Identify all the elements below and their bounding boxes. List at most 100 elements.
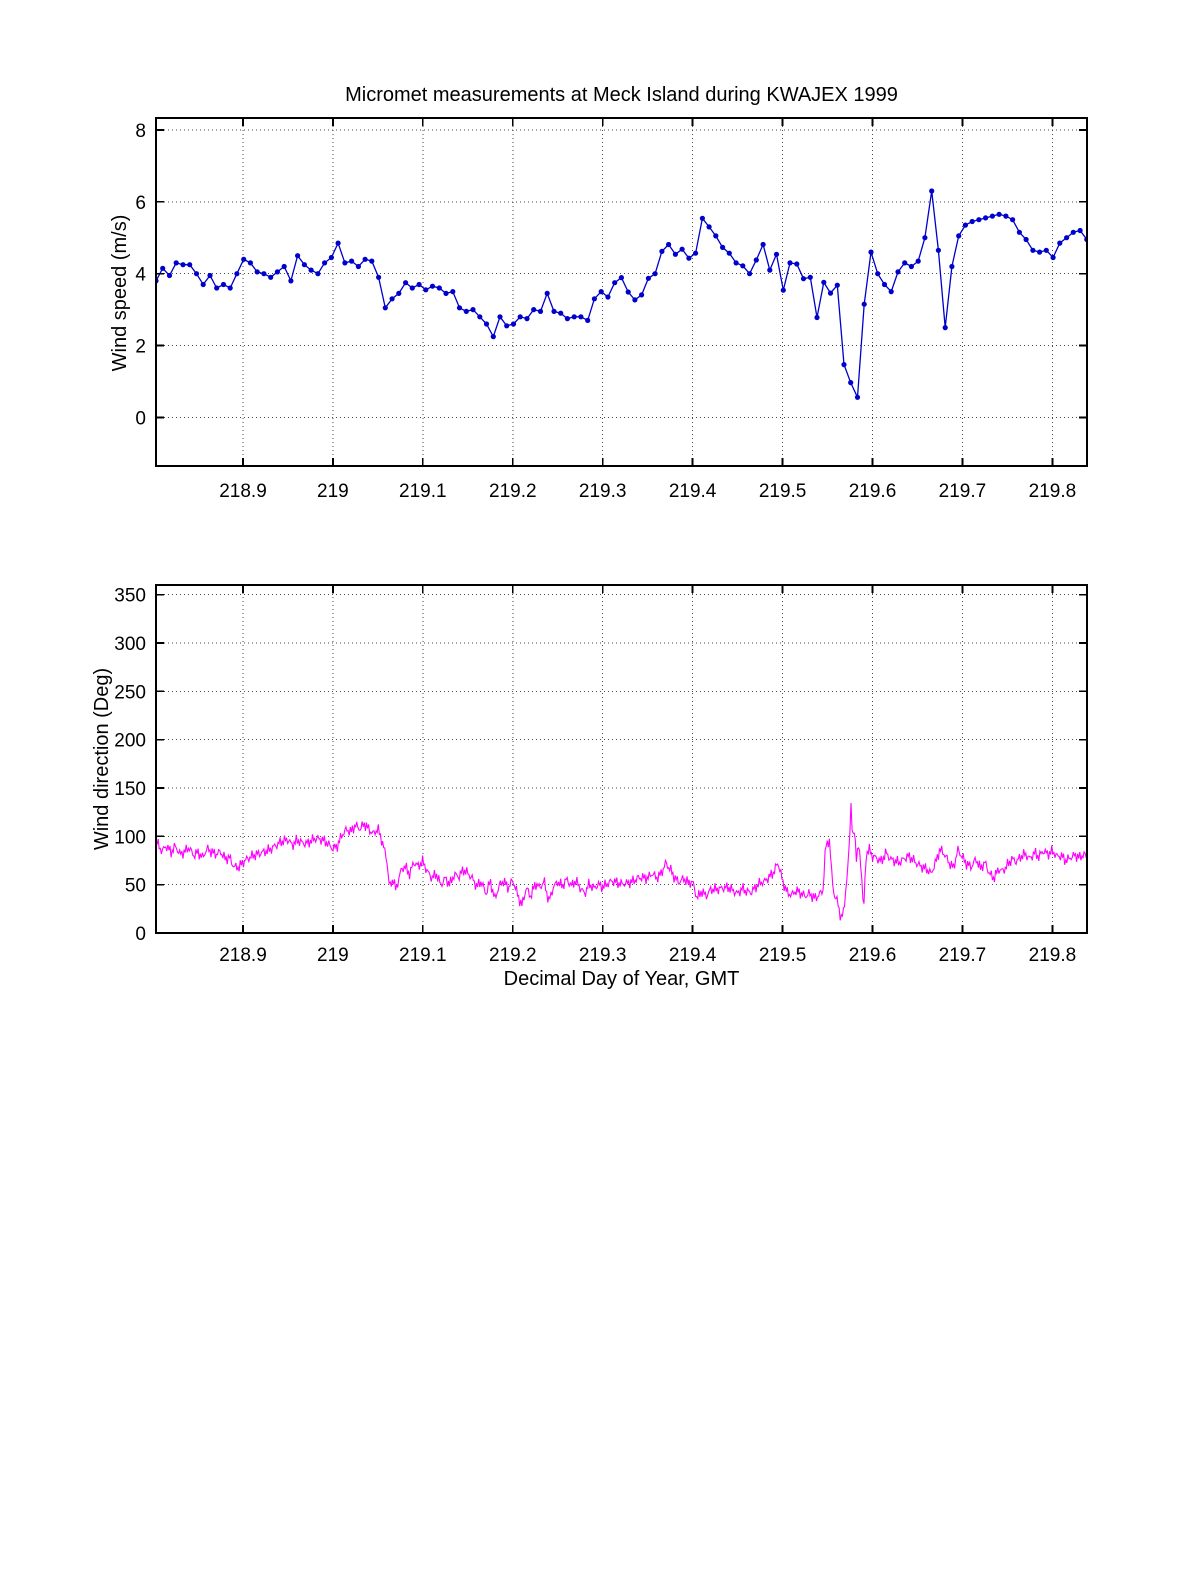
subplot-wind-direction: 218.9 219 219.1 219.2 219.3 219.4 219.5 219.6 21… [114, 584, 1088, 966]
data-point [1030, 247, 1036, 253]
data-point [187, 262, 193, 268]
data-point [591, 296, 598, 302]
data-point [443, 290, 449, 296]
data-point [625, 289, 631, 295]
data-point [713, 233, 719, 239]
data-point [1023, 236, 1029, 243]
data-point [800, 276, 807, 282]
x-tick-label: 219.5 [759, 481, 807, 502]
data-point [423, 287, 429, 293]
data-point [942, 325, 948, 331]
data-point [463, 308, 469, 314]
data-point [659, 248, 665, 254]
data-point [686, 255, 692, 261]
x-tick-label: 219.3 [579, 945, 627, 966]
data-point [268, 274, 274, 280]
figure-title: Micromet measurements at Meck Island dur… [345, 84, 898, 106]
data-point [247, 260, 253, 266]
data-point [875, 271, 881, 277]
wind-direction-line [156, 802, 1087, 921]
data-point [935, 247, 942, 253]
data-point [389, 296, 395, 302]
x-tick-label: 219.7 [939, 945, 987, 966]
data-point [915, 258, 921, 264]
data-point [416, 281, 422, 288]
data-point [436, 285, 442, 291]
x-axis-label: Decimal Day of Year, GMT [503, 968, 740, 990]
data-point [470, 307, 476, 313]
data-point [220, 281, 227, 288]
data-point [477, 314, 483, 320]
x-tick-label: 219.4 [669, 481, 717, 502]
series-wind-speed [156, 188, 1087, 400]
data-point [234, 271, 240, 277]
y-tick-label: 0 [135, 924, 146, 945]
data-point [288, 278, 294, 284]
wind-speed-line [156, 190, 1087, 398]
data-point [747, 271, 753, 277]
data-point [1077, 227, 1083, 234]
data-point [1050, 254, 1056, 261]
data-point [807, 274, 813, 280]
data-point [403, 280, 409, 286]
data-point [1064, 235, 1070, 241]
data-point [753, 257, 759, 263]
y-tick-label: 0 [135, 409, 146, 430]
data-point [1037, 249, 1043, 255]
data-point [902, 260, 908, 266]
data-point [524, 316, 530, 322]
data-point [537, 308, 544, 314]
data-point [706, 224, 712, 230]
data-point [295, 253, 301, 259]
data-point [342, 260, 348, 266]
x-tick-label: 219.6 [849, 945, 897, 966]
data-point [720, 244, 726, 250]
x-tick-label: 219.3 [579, 481, 627, 502]
data-point [429, 283, 436, 289]
data-point [773, 251, 780, 257]
data-point [605, 294, 611, 300]
data-point [180, 262, 186, 268]
y-tick-label: 250 [114, 682, 146, 703]
data-point [834, 282, 840, 288]
data-point [349, 258, 355, 264]
y-tick-label: 50 [125, 876, 146, 897]
data-point [450, 289, 456, 295]
y-tick-label: 6 [135, 193, 146, 214]
y-tick-label: 2 [135, 337, 146, 358]
data-point [699, 215, 706, 221]
data-point [166, 272, 173, 279]
data-point [922, 235, 928, 241]
data-point [369, 258, 375, 264]
data-point [322, 260, 328, 266]
data-point [976, 217, 982, 223]
data-point [962, 222, 969, 228]
data-point [827, 290, 834, 296]
data-point [598, 289, 604, 295]
data-point [571, 314, 577, 320]
data-point [868, 249, 874, 255]
data-point [382, 305, 388, 311]
data-point [376, 274, 382, 280]
data-point [308, 267, 314, 273]
data-point [861, 301, 867, 307]
data-point [854, 394, 861, 400]
data-point [989, 213, 996, 219]
data-point [929, 188, 935, 194]
data-point [814, 314, 820, 321]
data-point [949, 263, 955, 270]
data-point [261, 271, 267, 277]
data-point [679, 246, 685, 252]
data-point [908, 263, 915, 270]
data-point [315, 271, 321, 277]
data-point [558, 310, 564, 316]
y-tick-label: 300 [114, 634, 146, 655]
data-point [227, 285, 233, 291]
data-point [274, 269, 280, 275]
data-point [214, 285, 220, 291]
data-point [328, 254, 334, 261]
data-point [1016, 229, 1023, 235]
x-tick-label: 218.9 [219, 945, 267, 966]
y-tick-label: 200 [114, 731, 146, 752]
y-tick-label: 150 [114, 779, 146, 800]
